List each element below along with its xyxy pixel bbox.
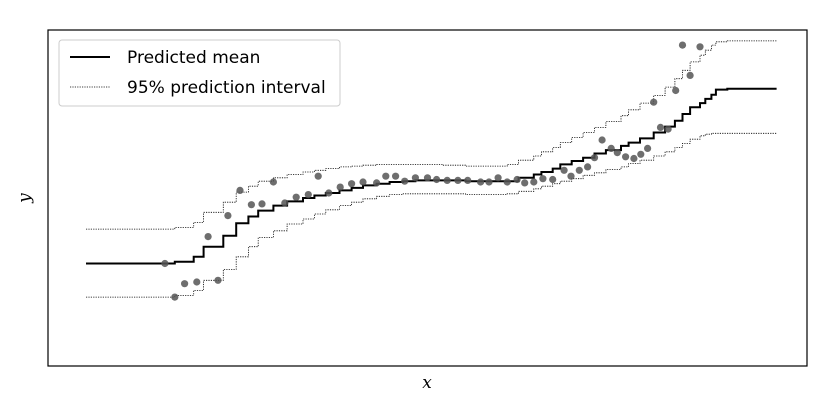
data-point (269, 178, 277, 186)
mean-layer (86, 87, 777, 265)
data-point (423, 174, 432, 182)
data-point (292, 193, 300, 201)
data-point (204, 233, 212, 241)
data-point (575, 166, 583, 174)
data-point (214, 276, 222, 284)
data-point (630, 154, 638, 163)
data-point (193, 278, 201, 286)
x-axis-label: x (422, 373, 432, 393)
data-point (622, 153, 630, 161)
legend-box (58, 39, 341, 107)
data-point (348, 180, 356, 188)
data-point (373, 179, 381, 187)
data-point (304, 191, 312, 199)
data-point (567, 172, 575, 180)
data-point (392, 172, 400, 180)
data-point (664, 125, 672, 133)
data-point (236, 186, 244, 194)
data-point (382, 172, 390, 180)
lower-interval-line (86, 132, 777, 298)
data-point (650, 98, 658, 106)
data-point (503, 178, 511, 186)
data-point (513, 175, 521, 184)
data-point (613, 149, 621, 157)
data-point (359, 178, 367, 186)
data-point (590, 154, 599, 162)
data-point (598, 136, 606, 144)
predicted-mean-line (86, 87, 777, 265)
data-point (560, 166, 568, 174)
data-point (494, 174, 502, 182)
data-point (530, 178, 538, 186)
data-point (247, 201, 255, 209)
data-point (678, 41, 687, 49)
data-point (672, 86, 680, 95)
data-point (258, 200, 266, 208)
data-point (686, 71, 694, 79)
data-point (644, 144, 652, 152)
data-point (224, 212, 232, 220)
data-point (454, 176, 462, 184)
observation-points (161, 41, 704, 301)
data-point (696, 43, 704, 51)
data-point (171, 293, 179, 301)
data-point (411, 174, 419, 182)
data-point (539, 175, 547, 183)
data-point (477, 178, 485, 186)
legend: Predicted mean 95% prediction interval (58, 39, 341, 107)
data-point (607, 144, 615, 152)
data-point (433, 175, 441, 184)
data-point (443, 176, 451, 184)
data-point (521, 179, 529, 187)
legend-mean-label: Predicted mean (127, 48, 260, 68)
interval-layer (86, 40, 777, 298)
data-point (401, 177, 409, 185)
data-point (314, 172, 322, 180)
data-point (325, 189, 333, 197)
data-point (181, 280, 189, 288)
data-point (464, 176, 472, 184)
data-point (656, 123, 665, 131)
data-point (161, 259, 169, 268)
data-point (637, 150, 645, 158)
data-point (549, 175, 557, 184)
y-axis-label: y (15, 193, 35, 204)
data-point (281, 199, 289, 207)
legend-interval-label: 95% prediction interval (127, 78, 326, 98)
data-point (485, 178, 493, 186)
data-point (336, 183, 344, 191)
data-point (584, 163, 592, 171)
